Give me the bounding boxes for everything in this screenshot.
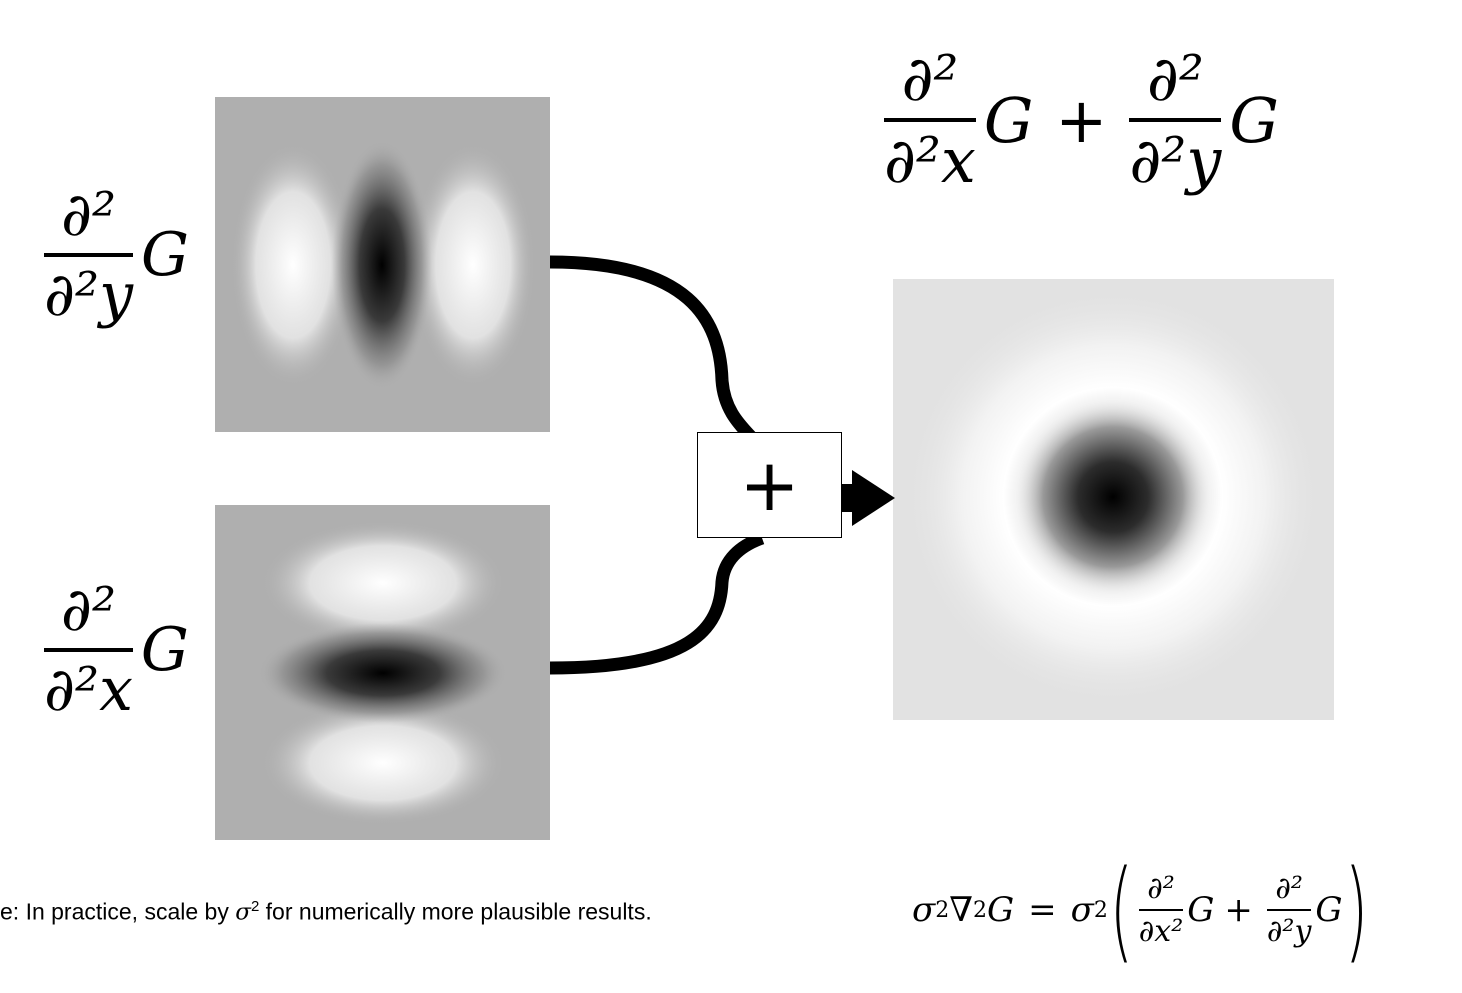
kernel-d2x-light-lobe-top [261,521,505,645]
formula-fraction-1: ∂² ∂x² [1138,871,1184,949]
label-d2x-denominator: ∂²x [44,655,133,725]
label-d2x-numerator: ∂² [60,575,116,645]
formula-fraction-2: ∂² ∂²y [1266,871,1312,949]
sum-left-numerator: ∂² [901,42,959,115]
sum-left-g-symbol: G [983,83,1034,157]
sum-formula: ∂² ∂²x G + ∂² ∂²y G [884,48,1279,192]
formula-equals: = [1028,890,1057,930]
sum-plus: + [1055,83,1108,157]
plus-operator-label: + [739,443,800,527]
kernel-d2x-light-lobe-bottom [261,701,505,825]
sum-left-denominator: ∂²x [884,124,976,197]
kernel-d2y-image [215,97,550,432]
kernel-d2y-light-lobe-right [411,143,535,387]
formula-close-paren: ) [1344,846,1368,974]
practice-note-suffix: for numerically more plausible results. [259,898,652,925]
label-d2y-numerator: ∂² [60,180,117,250]
label-d2y-g: ∂² ∂²y G [44,185,189,325]
formula-lhs-g: G [986,890,1015,930]
practice-note-exponent: 2 [250,898,260,915]
kernel-d2y-dark-lobe [332,140,432,390]
label-d2x-g: ∂² ∂²x G [44,580,189,720]
kernel-d2y-light-lobe-left [231,143,355,387]
sum-right-numerator: ∂² [1146,42,1204,115]
formula-f1-g: G [1187,890,1215,930]
formula-f2-den: ∂²y [1266,914,1312,949]
result-dark-core [1013,397,1213,597]
formula-nabla: ∇ [949,890,973,930]
formula-lhs-sigma-exp: 2 [935,897,950,923]
formula-f1-den: ∂x² [1138,914,1184,949]
formula-f2-num: ∂² [1275,871,1303,906]
formula-rhs-sigma: σ [1070,890,1094,930]
kernel-d2x-dark-lobe [258,623,508,723]
label-d2y-g-symbol: G [140,220,189,290]
formula-f1-num: ∂² [1147,871,1175,906]
plus-operator-box: + [697,432,842,538]
practice-note: e: In practice, scale by σ2 for numerica… [0,898,652,926]
arrow-head [852,470,895,526]
sum-right-g-symbol: G [1229,83,1279,157]
sum-right-denominator: ∂²y [1129,124,1222,197]
formula-rhs-sigma-exp: 2 [1093,897,1108,923]
connector-bottom-curve [549,531,765,675]
formula-f2-g: G [1315,890,1343,930]
formula-nabla-exp: 2 [972,897,987,923]
connector-top-curve [549,255,757,443]
laplacian-result-image [893,279,1334,720]
practice-note-sigma: σ [235,899,251,926]
label-d2y-denominator: ∂²y [44,260,133,330]
formula-open-paren: ( [1109,846,1134,974]
formula-plus: + [1224,890,1253,930]
formula-lhs-sigma: σ [912,890,936,930]
kernel-d2x-image [215,505,550,840]
label-d2x-g-symbol: G [140,615,189,685]
practice-note-prefix: e: In practice, scale by [0,898,236,925]
